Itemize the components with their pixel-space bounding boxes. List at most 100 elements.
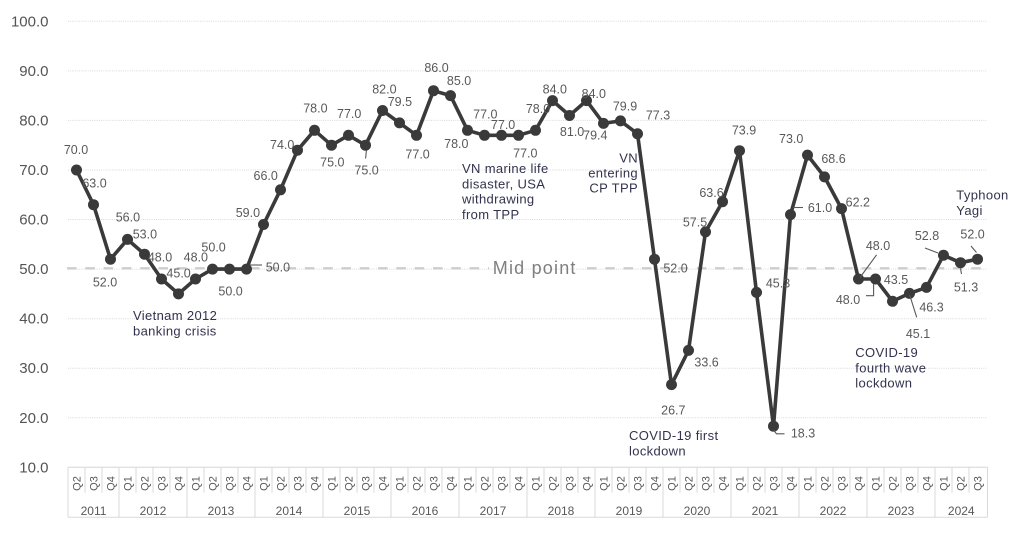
svg-text:Q3: Q3 xyxy=(632,476,644,491)
svg-text:50.0: 50.0 xyxy=(266,260,290,274)
svg-text:Q3: Q3 xyxy=(768,476,780,491)
svg-text:40.0: 40.0 xyxy=(19,311,48,328)
svg-text:73.9: 73.9 xyxy=(732,124,756,138)
svg-text:84.0: 84.0 xyxy=(582,87,606,101)
svg-text:Q4: Q4 xyxy=(785,476,797,491)
svg-text:56.0: 56.0 xyxy=(116,211,140,225)
svg-text:10.0: 10.0 xyxy=(19,459,48,476)
svg-text:CP TPP: CP TPP xyxy=(589,181,638,196)
svg-text:78.0: 78.0 xyxy=(526,102,550,116)
svg-text:Q1: Q1 xyxy=(530,476,542,491)
svg-text:48.0: 48.0 xyxy=(866,239,890,253)
svg-text:2019: 2019 xyxy=(616,504,643,518)
svg-text:2015: 2015 xyxy=(344,504,371,518)
svg-text:26.7: 26.7 xyxy=(661,404,685,418)
svg-text:50.0: 50.0 xyxy=(218,285,242,299)
svg-text:78.0: 78.0 xyxy=(444,137,468,151)
svg-text:77.0: 77.0 xyxy=(473,108,497,122)
svg-text:VN marine life: VN marine life xyxy=(462,161,549,176)
svg-text:Q2: Q2 xyxy=(479,476,491,491)
svg-text:50.0: 50.0 xyxy=(201,241,225,255)
svg-text:Q1: Q1 xyxy=(394,476,406,491)
svg-text:banking crisis: banking crisis xyxy=(133,323,217,338)
svg-text:2022: 2022 xyxy=(820,504,847,518)
svg-text:Q3: Q3 xyxy=(496,476,508,491)
svg-text:Typhoon: Typhoon xyxy=(956,187,1008,202)
svg-text:Q2: Q2 xyxy=(71,476,83,491)
svg-text:Q1: Q1 xyxy=(870,476,882,491)
svg-text:Q3: Q3 xyxy=(224,476,236,491)
svg-text:79.4: 79.4 xyxy=(583,128,607,142)
svg-text:48.0: 48.0 xyxy=(836,293,860,307)
svg-text:Q2: Q2 xyxy=(751,476,763,491)
svg-text:79.5: 79.5 xyxy=(388,95,412,109)
svg-text:Q3: Q3 xyxy=(564,476,576,491)
svg-text:45.3: 45.3 xyxy=(766,277,790,291)
svg-text:77.0: 77.0 xyxy=(513,146,537,160)
svg-text:2011: 2011 xyxy=(81,504,107,518)
svg-text:Q3: Q3 xyxy=(292,476,304,491)
svg-text:52.0: 52.0 xyxy=(663,262,687,276)
svg-text:48.0: 48.0 xyxy=(184,250,208,264)
svg-text:84.0: 84.0 xyxy=(543,83,567,97)
svg-text:77.0: 77.0 xyxy=(337,107,361,121)
svg-text:COVID-19: COVID-19 xyxy=(855,345,918,360)
svg-text:Q3: Q3 xyxy=(360,476,372,491)
svg-text:Vietnam 2012: Vietnam 2012 xyxy=(133,308,217,323)
svg-text:COVID-19 first: COVID-19 first xyxy=(629,428,718,443)
svg-text:66.0: 66.0 xyxy=(254,169,278,183)
svg-text:53.0: 53.0 xyxy=(133,227,157,241)
svg-text:75.0: 75.0 xyxy=(320,156,344,170)
svg-text:Q1: Q1 xyxy=(666,476,678,491)
svg-text:Q1: Q1 xyxy=(462,476,474,491)
svg-text:Q3: Q3 xyxy=(88,476,100,491)
svg-text:Q4: Q4 xyxy=(241,476,253,491)
svg-text:entering: entering xyxy=(588,165,638,180)
svg-text:30.0: 30.0 xyxy=(19,360,48,377)
svg-text:52.8: 52.8 xyxy=(915,229,939,243)
svg-text:78.0: 78.0 xyxy=(303,101,327,115)
svg-text:Q2: Q2 xyxy=(819,476,831,491)
svg-text:43.5: 43.5 xyxy=(884,273,908,287)
svg-text:disaster, USA: disaster, USA xyxy=(462,176,545,191)
svg-text:61.0: 61.0 xyxy=(808,201,832,215)
svg-text:Q4: Q4 xyxy=(513,476,525,491)
svg-text:Q2: Q2 xyxy=(887,476,899,491)
svg-text:59.0: 59.0 xyxy=(236,206,260,220)
svg-text:Q1: Q1 xyxy=(190,476,202,491)
svg-text:2021: 2021 xyxy=(752,504,779,518)
svg-text:2014: 2014 xyxy=(276,504,303,518)
svg-text:Q4: Q4 xyxy=(717,476,729,491)
svg-text:Q3: Q3 xyxy=(700,476,712,491)
svg-text:Q2: Q2 xyxy=(547,476,559,491)
svg-text:46.3: 46.3 xyxy=(919,301,943,315)
svg-text:85.0: 85.0 xyxy=(447,74,471,88)
svg-text:74.0: 74.0 xyxy=(270,138,294,152)
svg-text:Q4: Q4 xyxy=(921,476,933,491)
svg-text:52.0: 52.0 xyxy=(960,228,984,242)
svg-text:Q2: Q2 xyxy=(139,476,151,491)
svg-text:Q1: Q1 xyxy=(734,476,746,491)
svg-text:48.0: 48.0 xyxy=(148,250,172,264)
svg-text:33.6: 33.6 xyxy=(694,356,718,370)
svg-text:Q4: Q4 xyxy=(377,476,389,491)
svg-text:82.0: 82.0 xyxy=(372,82,396,96)
svg-text:20.0: 20.0 xyxy=(19,410,48,427)
svg-text:63.0: 63.0 xyxy=(82,177,106,191)
svg-text:Q2: Q2 xyxy=(207,476,219,491)
svg-text:51.3: 51.3 xyxy=(954,281,978,295)
svg-text:Q4: Q4 xyxy=(853,476,865,491)
svg-text:75.0: 75.0 xyxy=(354,164,378,178)
svg-text:Q4: Q4 xyxy=(105,476,117,491)
svg-text:80.0: 80.0 xyxy=(19,112,48,129)
svg-text:79.9: 79.9 xyxy=(613,100,637,114)
svg-text:52.0: 52.0 xyxy=(93,276,117,290)
svg-text:Q2: Q2 xyxy=(275,476,287,491)
svg-text:Q4: Q4 xyxy=(581,476,593,491)
svg-text:Q1: Q1 xyxy=(802,476,814,491)
svg-text:Yagi: Yagi xyxy=(956,203,982,218)
svg-text:Q1: Q1 xyxy=(938,476,950,491)
svg-text:50.0: 50.0 xyxy=(19,261,48,278)
svg-text:2023: 2023 xyxy=(888,504,915,518)
svg-text:Q1: Q1 xyxy=(258,476,270,491)
